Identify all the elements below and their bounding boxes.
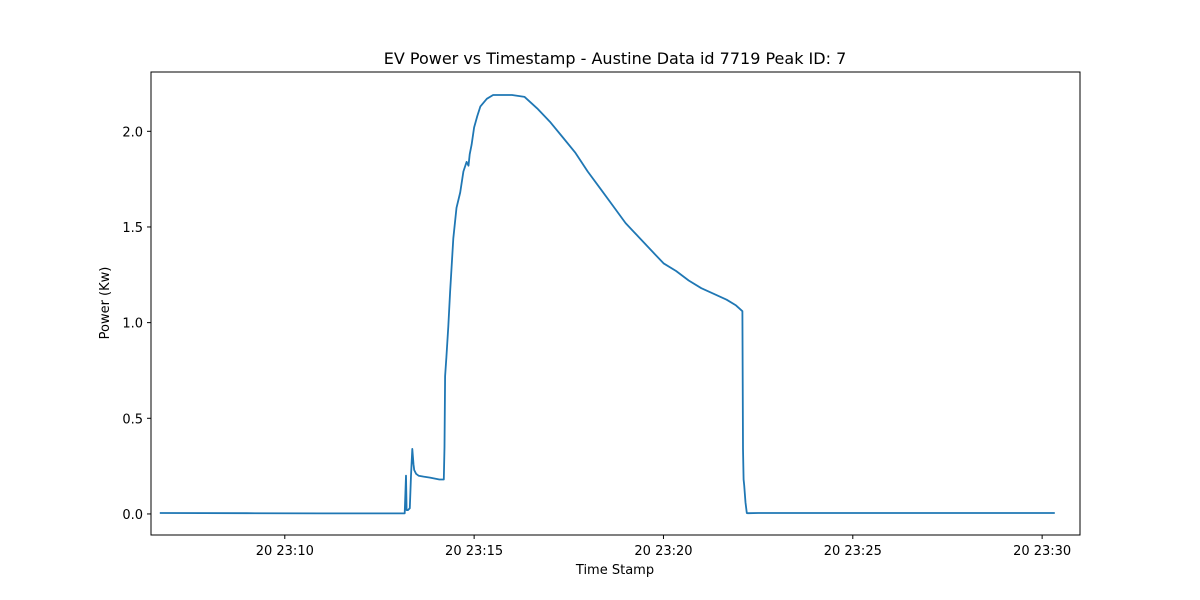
x-tick-label: 20 23:25 (824, 544, 882, 559)
y-axis: 0.0 0.5 1.0 1.5 2.0 (122, 125, 151, 523)
plot-frame (150, 71, 1081, 536)
y-tick-label: 0.5 (122, 412, 143, 427)
y-axis-label: Power (Kw) (98, 267, 113, 340)
x-tick-label: 20 23:30 (1013, 544, 1071, 559)
y-tick-label: 2.0 (122, 125, 143, 140)
y-tick-label: 1.0 (122, 317, 143, 332)
chart-title: EV Power vs Timestamp - Austine Data id … (384, 49, 847, 68)
y-tick-label: 1.5 (122, 221, 143, 236)
power-series-line (159, 94, 1055, 515)
x-axis-label: Time Stamp (575, 563, 654, 578)
x-axis: 20 23:10 20 23:15 20 23:20 20 23:25 20 23:30 (256, 535, 1071, 559)
plot-area (159, 94, 1055, 515)
x-tick-label: 20 23:10 (256, 544, 314, 559)
x-tick-label: 20 23:20 (634, 544, 692, 559)
y-tick-label: 0.0 (122, 508, 143, 523)
x-tick-label: 20 23:15 (445, 544, 503, 559)
